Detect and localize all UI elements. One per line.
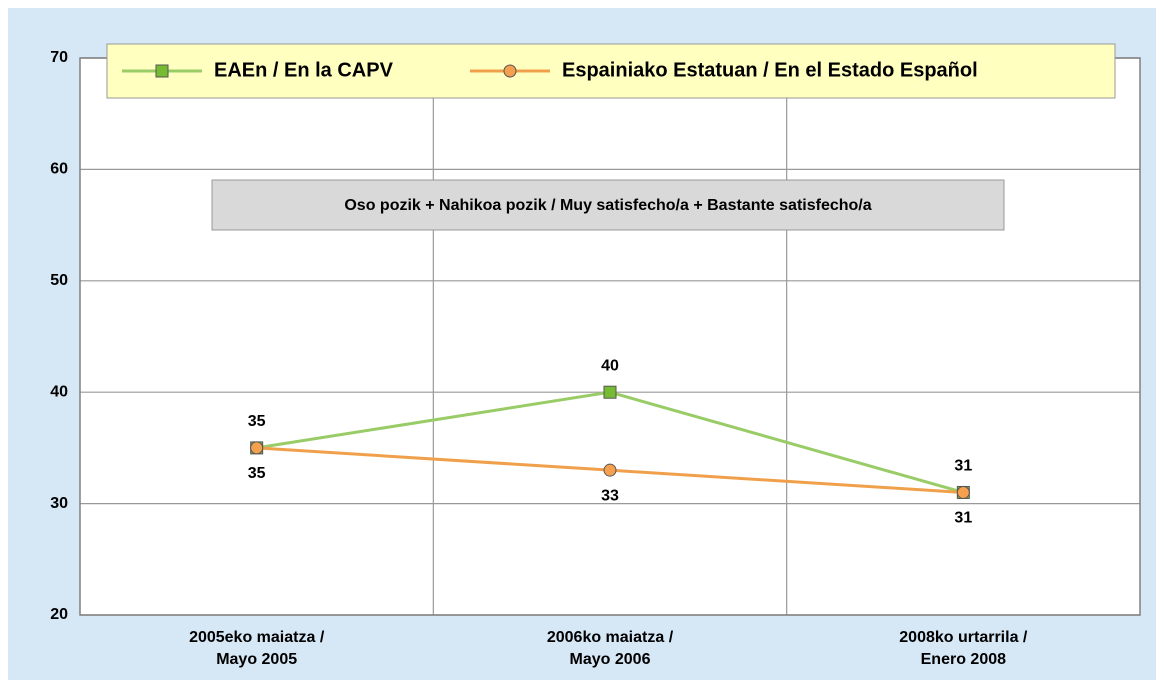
y-tick-label: 30 bbox=[50, 495, 68, 512]
legend-box bbox=[106, 43, 1116, 99]
data-label: 40 bbox=[601, 357, 619, 374]
legend-label: Espainiako Estatuan / En el Estado Españ… bbox=[562, 59, 978, 81]
data-label: 31 bbox=[954, 458, 972, 475]
data-label: 35 bbox=[248, 465, 266, 482]
y-tick-label: 20 bbox=[50, 606, 68, 623]
marker bbox=[603, 385, 617, 399]
data-label: 31 bbox=[954, 510, 972, 527]
x-tick-label: 2006ko maiatza / Mayo 2006 bbox=[547, 629, 674, 668]
marker bbox=[250, 441, 264, 455]
legend-label: EAEn / En la CAPV bbox=[214, 59, 394, 81]
y-tick-label: 40 bbox=[50, 383, 68, 400]
marker bbox=[503, 64, 517, 78]
marker bbox=[155, 64, 169, 78]
marker bbox=[603, 463, 617, 477]
data-label: 33 bbox=[601, 487, 619, 504]
data-label: 35 bbox=[248, 413, 266, 430]
annotation-box bbox=[211, 179, 1005, 231]
annotation: Oso pozik + Nahikoa pozik / Muy satisfec… bbox=[344, 197, 871, 214]
y-tick-label: 60 bbox=[50, 161, 68, 178]
marker bbox=[956, 485, 970, 499]
plot-area bbox=[80, 58, 1140, 615]
y-tick-label: 70 bbox=[50, 49, 68, 66]
x-tick-label: 2008ko urtarrila / Enero 2008 bbox=[899, 629, 1028, 668]
x-tick-label: 2005eko maiatza / Mayo 2005 bbox=[189, 629, 325, 668]
y-tick-label: 50 bbox=[50, 272, 68, 289]
